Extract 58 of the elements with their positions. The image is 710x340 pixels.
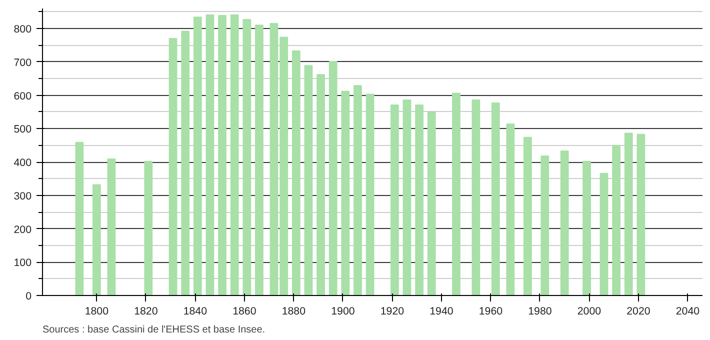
bar: [582, 160, 591, 296]
bar: [523, 136, 532, 296]
bar: [390, 104, 399, 296]
bar: [304, 65, 313, 296]
bar: [354, 85, 362, 296]
bar: [612, 144, 620, 296]
bar: [427, 111, 436, 296]
bar: [242, 19, 252, 296]
x-tick-label: 1960: [478, 306, 503, 318]
x-tick-label: 1860: [232, 306, 256, 318]
x-tick-label: 2000: [577, 306, 602, 318]
y-tick-label: 100: [14, 257, 32, 270]
y-tick-label: 700: [14, 56, 32, 69]
bar: [255, 24, 264, 296]
bar: [600, 172, 608, 296]
y-tick-label: 200: [14, 224, 32, 236]
bar: [92, 184, 101, 296]
source-note: Sources : base Cassini de l'EHESS et base Insee.: [42, 324, 266, 336]
bar: [491, 102, 500, 296]
x-tick-label: 1900: [331, 306, 355, 318]
bar: [560, 150, 569, 296]
x-tick-label: 1820: [134, 306, 158, 318]
y-tick-label: 600: [14, 90, 32, 102]
bar: [472, 99, 480, 296]
bar: [144, 160, 153, 296]
bar: [328, 61, 338, 296]
bar: [230, 14, 239, 296]
bar: [75, 142, 84, 296]
x-tick-label: 2020: [626, 306, 650, 318]
bar: [218, 15, 226, 296]
bar: [624, 132, 633, 296]
bar: [206, 14, 214, 296]
y-tick-label: 500: [14, 124, 32, 136]
bar: [193, 16, 202, 296]
bar: [107, 158, 116, 296]
y-tick-label: 300: [14, 190, 32, 202]
bar: [341, 90, 350, 296]
bar: [415, 104, 424, 296]
bar: [636, 134, 646, 296]
x-tick-label: 2040: [676, 306, 700, 318]
bar: [316, 74, 325, 296]
bar: [452, 92, 460, 296]
y-tick-label: 0: [26, 290, 32, 302]
bar: [540, 156, 550, 296]
x-tick-label: 1980: [528, 306, 552, 318]
y-tick-label: 400: [14, 157, 32, 170]
bar: [292, 50, 300, 296]
bar: [402, 99, 412, 296]
bar: [168, 38, 178, 296]
y-tick-label: 800: [14, 24, 32, 36]
bar: [506, 123, 515, 296]
x-tick-label: 1880: [282, 306, 306, 318]
x-tick-label: 1840: [183, 306, 208, 318]
x-tick-label: 1800: [84, 306, 109, 318]
bar: [181, 30, 190, 296]
x-tick-label: 1920: [380, 306, 404, 318]
bar: [366, 94, 374, 296]
x-tick-label: 1940: [430, 306, 454, 318]
